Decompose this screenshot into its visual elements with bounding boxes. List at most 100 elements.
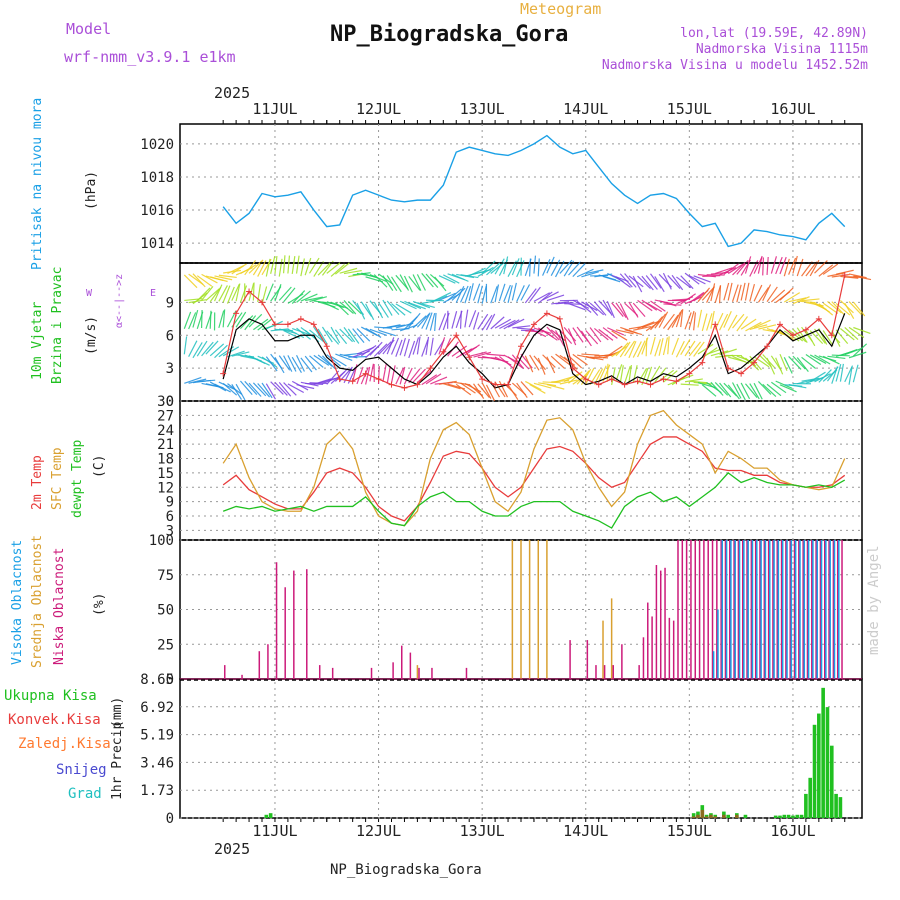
- y-tick-label-temperature: 15: [157, 466, 174, 482]
- wind-barb: [210, 344, 223, 356]
- wind-barb: [568, 262, 580, 275]
- legend-konvek: Konvek.Kisa: [8, 712, 101, 728]
- wind-barb: [348, 357, 366, 358]
- precip-total-bar: [795, 815, 799, 818]
- panel-frame-wind: [180, 263, 862, 401]
- wind-compass-e: E: [150, 288, 156, 299]
- wind-barb: [758, 256, 762, 274]
- wind-barb: [750, 284, 755, 301]
- wind-compass: α<--|-->z: [114, 274, 125, 328]
- wind-gust-marker: [557, 316, 563, 322]
- precip-total-bar: [813, 725, 817, 818]
- wind-barb: [292, 357, 301, 372]
- wind-barb: [689, 311, 694, 328]
- pressure-title-b: (hPa): [84, 171, 99, 210]
- precip-total-bar: [830, 746, 834, 818]
- y-tick-label-precip: 8.65: [140, 672, 174, 688]
- day-label-bottom: 16JUL: [770, 822, 815, 840]
- legend-ukupna: Ukupna Kisa: [4, 688, 97, 704]
- y-tick-label-temperature: 6: [166, 509, 174, 525]
- wind-gust-marker: [401, 385, 407, 391]
- wind-gust-marker: [311, 321, 317, 327]
- y-tick-label-pressure: 1018: [140, 170, 174, 186]
- day-label-bottom: 14JUL: [563, 822, 608, 840]
- wind-barb: [853, 302, 864, 316]
- temp-title-b: SFC Temp: [50, 447, 65, 510]
- wind-gust-marker: [376, 376, 382, 382]
- precip-total-bar: [800, 815, 804, 818]
- precip-conv-bar: [735, 815, 739, 818]
- pressure-title-a: Pritisak na nivou mora: [30, 98, 45, 270]
- wind-barb: [266, 259, 270, 277]
- day-label-bottom: 15JUL: [667, 822, 712, 840]
- precip-total-bar: [783, 815, 787, 818]
- wind-barb: [741, 319, 756, 329]
- y-tick-label-clouds: 75: [157, 568, 174, 584]
- wind-barb: [426, 337, 428, 355]
- precip-conv-bar: [713, 816, 717, 818]
- wind-barb: [288, 256, 290, 274]
- wind-barb: [366, 304, 374, 320]
- wind-barb: [797, 259, 803, 276]
- wind-barb: [724, 283, 729, 300]
- wind-barb: [573, 264, 585, 277]
- y-tick-label-precip: 3.46: [140, 755, 174, 771]
- wind-barb: [284, 255, 285, 273]
- wind-barb: [633, 365, 637, 383]
- y-tick-label-wind: 6: [166, 328, 174, 344]
- precip-total-bar: [787, 815, 791, 818]
- wind-barb: [547, 257, 554, 273]
- y-tick-label-pressure: 1016: [140, 203, 174, 219]
- day-label-bottom: 12JUL: [356, 822, 401, 840]
- wind-barb: [404, 339, 409, 356]
- y-tick-label-temperature: 30: [157, 394, 174, 410]
- precip-total-bar: [826, 707, 830, 818]
- wind-barb: [745, 283, 748, 301]
- wind-barb: [232, 264, 247, 274]
- wind-barb: [512, 326, 530, 328]
- wind-barb: [823, 264, 838, 274]
- wind-barb: [728, 315, 737, 331]
- wind-barb: [672, 338, 678, 355]
- wind-barbs: [184, 255, 871, 401]
- y-tick-label-pressure: 1014: [140, 236, 174, 252]
- wind-barb: [840, 364, 843, 382]
- y-tick-label-temperature: 21: [157, 437, 174, 453]
- precip-conv-bar: [722, 815, 726, 818]
- wind-barb: [469, 283, 473, 301]
- wind-barb: [694, 312, 696, 330]
- wind-compass-w: W: [86, 288, 92, 299]
- wind-barb: [409, 341, 415, 358]
- wind-barb: [538, 358, 545, 375]
- precip-total-bar: [269, 813, 273, 818]
- wind-barb: [486, 354, 504, 355]
- year-label-bottom: 2025: [214, 840, 250, 858]
- wind-barb: [521, 285, 530, 301]
- legend-snijeg: Snijeg: [56, 762, 107, 778]
- year-label-top: 2025: [214, 84, 250, 102]
- y-tick-label-clouds: 50: [157, 603, 174, 619]
- wind-gust-marker: [337, 376, 343, 382]
- precip-total-bar: [817, 714, 821, 818]
- precip-total-bar: [726, 815, 730, 818]
- wind-barb: [253, 282, 254, 300]
- wind-barb: [702, 314, 707, 331]
- cloud-title-b: Srednja Oblacnost: [30, 535, 45, 668]
- wind-barb: [676, 341, 684, 357]
- wind-barb: [456, 286, 464, 302]
- wind-gust-marker: [712, 321, 718, 327]
- wind-barb: [771, 382, 786, 392]
- wind-barb: [383, 364, 386, 382]
- y-tick-label-pressure: 1020: [140, 137, 174, 153]
- model-label: Model: [66, 20, 111, 38]
- precip-unit: (mm): [110, 697, 125, 728]
- wind-barb: [733, 314, 744, 328]
- wind-barb: [728, 283, 732, 301]
- temp-title-c: dewpt Temp: [70, 440, 85, 518]
- wind-barb: [202, 342, 214, 356]
- wind-barb: [581, 354, 599, 355]
- wind-barb: [292, 256, 295, 274]
- day-label-bottom: 11JUL: [252, 822, 297, 840]
- wind-barb: [499, 284, 505, 301]
- wind-barb: [607, 364, 608, 382]
